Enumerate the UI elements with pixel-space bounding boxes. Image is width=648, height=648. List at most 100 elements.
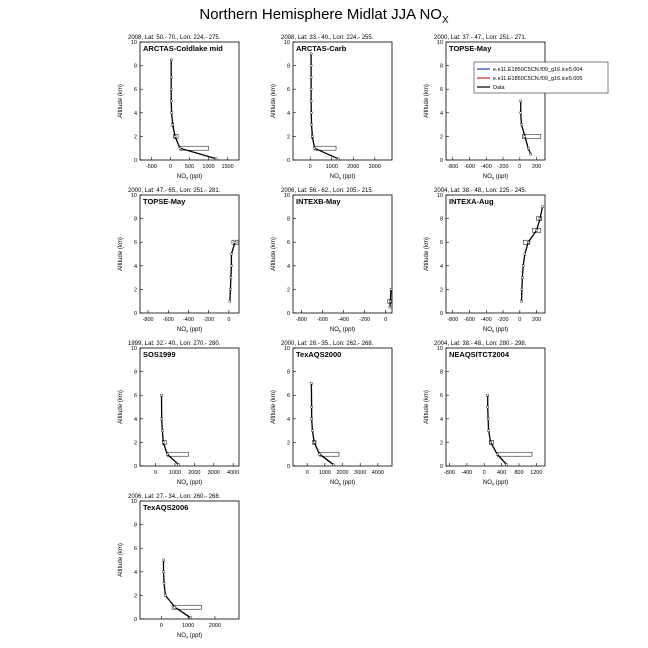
data-point (309, 87, 313, 91)
range-box (522, 134, 542, 139)
x-axis-label-sub: x (186, 329, 189, 334)
x-axis-label-unit: (ppt) (341, 480, 355, 486)
data-point (538, 217, 542, 220)
x-tick-label: -600 (464, 164, 475, 170)
plot-frame (292, 347, 393, 467)
y-tick-label: 8 (134, 523, 137, 529)
y-axis-label: Altitude (km) (271, 237, 277, 271)
y-tick-label: 0 (440, 311, 443, 317)
x-tick-label: 1000 (169, 470, 181, 476)
x-tick-label: 1500 (221, 164, 233, 170)
x-tick-label: 2000 (347, 164, 359, 170)
x-axis-label-main: NO (330, 327, 339, 333)
x-tick-label: 0 (154, 470, 157, 476)
y-tick-label: 10 (131, 499, 137, 505)
x-axis-label-sub: x (492, 329, 495, 334)
x-tick-label: 0 (306, 470, 309, 476)
x-axis-label-unit: (ppt) (494, 480, 508, 486)
x-tick-label: -400 (183, 317, 194, 323)
y-tick-label: 2 (134, 287, 137, 293)
y-tick-label: 4 (134, 264, 137, 270)
legend-label: Data (493, 85, 506, 91)
x-tick-label: 1000 (202, 164, 214, 170)
y-tick-label: 6 (440, 240, 443, 246)
x-tick-label: 0 (169, 164, 172, 170)
x-tick-label: 2000 (209, 623, 221, 629)
data-point (178, 146, 182, 150)
data-point (228, 300, 232, 303)
data-point (311, 429, 314, 432)
x-axis-label: NOx (ppt) (330, 480, 355, 487)
data-point (318, 453, 321, 456)
data-point (505, 463, 508, 467)
panel-label: INTEXA-Aug (449, 197, 494, 206)
y-tick-label: 4 (134, 570, 137, 576)
data-point (162, 441, 165, 444)
plot-frame (445, 194, 546, 314)
x-tick-label: 0 (309, 164, 312, 170)
y-tick-label: 0 (134, 464, 137, 470)
y-tick-label: 2 (287, 134, 290, 140)
data-point (309, 76, 313, 79)
x-tick-label: 500 (185, 164, 194, 170)
data-point (309, 64, 313, 67)
y-tick-label: 8 (134, 370, 137, 376)
data-line (162, 560, 192, 619)
range-box (166, 451, 189, 457)
x-tick-label: -600 (464, 317, 475, 323)
data-point (541, 205, 544, 209)
x-axis-label-sub: x (492, 176, 495, 181)
x-tick-label: 0 (518, 164, 521, 170)
x-tick-label: 4000 (372, 470, 384, 476)
data-line (310, 53, 339, 160)
y-tick-label: 2 (440, 287, 443, 293)
y-tick-label: 10 (131, 346, 137, 352)
x-axis-label-main: NO (177, 480, 186, 486)
y-axis-label: Altitude (km) (424, 237, 430, 271)
data-point (162, 582, 166, 585)
x-tick-label: 0 (160, 623, 163, 629)
legend-box (473, 61, 609, 94)
y-tick-label: 2 (287, 287, 290, 293)
data-point (189, 616, 193, 620)
panel-label: ARCTAS-Carb (296, 44, 347, 53)
data-point (214, 157, 218, 161)
data-point (310, 123, 313, 126)
data-point (310, 417, 313, 420)
y-tick-label: 6 (440, 87, 443, 93)
y-tick-label: 0 (134, 311, 137, 317)
data-point (170, 111, 173, 115)
x-tick-label: -200 (203, 317, 214, 323)
y-axis-label: Altitude (km) (118, 237, 124, 271)
y-tick-label: 4 (440, 417, 443, 423)
x-tick-label: -200 (359, 317, 370, 323)
panel-5: 2006, Lat: 56.- 62., Lon: 205.- 215. INTE… (271, 188, 393, 334)
data-point (519, 99, 522, 103)
data-point (170, 58, 173, 61)
plot-frame (292, 194, 393, 314)
data-line (389, 289, 392, 308)
title-text: Northern Hemisphere Midlat JJA NO (199, 6, 442, 23)
x-axis-label: NOx (ppt) (330, 327, 355, 334)
panel-2: 2008, Lat: 33.- 40., Lon: 224.- 255. ARCT… (271, 35, 393, 181)
data-line (229, 242, 236, 302)
data-point (521, 264, 525, 267)
data-line (310, 383, 335, 466)
x-axis-label-sub: x (186, 482, 189, 487)
x-tick-label: 400 (497, 470, 506, 476)
x-axis-label-main: NO (330, 174, 339, 180)
y-tick-label: 8 (134, 217, 137, 223)
x-tick-label: 200 (532, 317, 541, 323)
x-axis-label: NOx (ppt) (330, 174, 355, 181)
x-axis-label-main: NO (483, 327, 492, 333)
figure-title: Northern Hemisphere Midlat JJA NOX (0, 6, 648, 26)
x-axis-label-unit: (ppt) (188, 327, 202, 333)
y-tick-label: 8 (287, 64, 290, 70)
x-tick-label: 800 (514, 470, 523, 476)
x-axis-label-sub: x (339, 329, 342, 334)
x-axis-label-unit: (ppt) (341, 327, 355, 333)
data-point (389, 300, 392, 303)
data-point (177, 463, 181, 467)
data-line (520, 101, 532, 155)
x-tick-label: -200 (498, 317, 509, 323)
